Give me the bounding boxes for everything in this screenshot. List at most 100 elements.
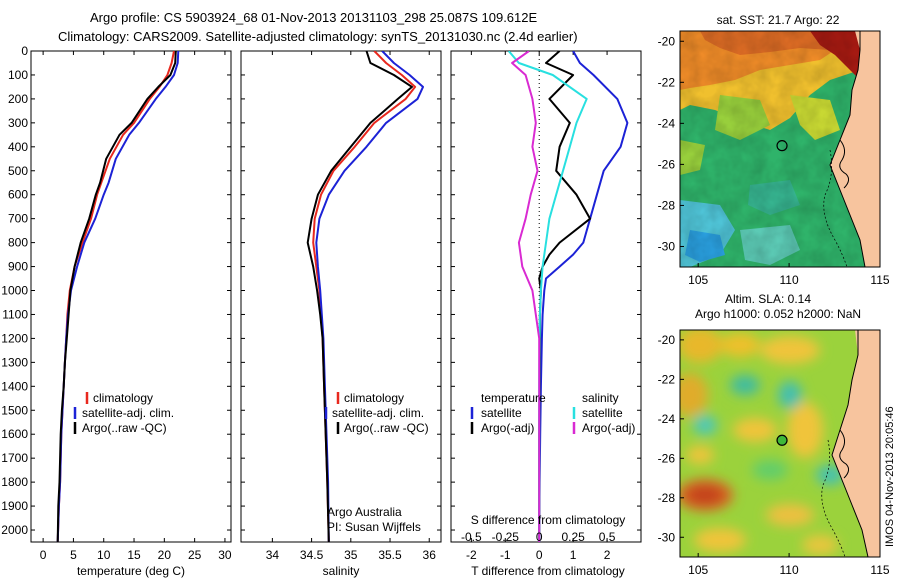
figure-title-line2: Climatology: CARS2009. Satellite-adjuste… [58, 29, 578, 44]
depth-tick-label: 200 [8, 92, 28, 106]
x-tick-label: 0 [536, 548, 543, 562]
depth-tick-label: 1900 [1, 499, 28, 513]
salinity-depth-ticks [241, 50, 441, 531]
temperature-panel: 0100200300400500600700800900100011001200… [1, 44, 232, 578]
figure-title-line1: Argo profile: CS 5903924_68 01-Nov-2013 … [90, 10, 537, 25]
salinity-legend: climatology satellite-adj. clim. Argo(..… [324, 391, 429, 435]
map-y-tick-label: -20 [658, 333, 676, 347]
sla-map-image [680, 330, 880, 557]
sla-map-title-line2: Argo h1000: 0.052 h2000: NaN [695, 307, 861, 321]
sst-map-image [680, 31, 880, 267]
depth-tick-label: 1500 [1, 403, 28, 417]
map-x-tick-label: 110 [780, 273, 799, 287]
map-y-tick-label: -30 [658, 530, 676, 544]
sla-map-panel: Altim. SLA: 0.14 Argo h1000: 0.052 h2000… [658, 292, 896, 577]
map-x-tick-label: 115 [870, 563, 889, 577]
legend-label: satellite [582, 406, 623, 420]
x-tick-label: 36 [423, 548, 437, 562]
map-x-tick-label: 110 [780, 563, 799, 577]
legend-label: Argo(..raw -QC) [82, 421, 167, 435]
legend-header-salinity: salinity [582, 391, 619, 405]
map-y-tick-label: -22 [658, 75, 676, 89]
series-line-argorawqc [56, 51, 177, 542]
x-tick-label: 35.5 [378, 548, 402, 562]
difference-panel: -2 -1 0 1 2 S difference from climatology -0… [450, 50, 642, 578]
argo-float-marker [776, 140, 788, 152]
annotation-pi: PI: Susan Wijffels [327, 520, 421, 534]
map-y-tick-label: -24 [658, 116, 676, 130]
sla-map-title-line1: Altim. SLA: 0.14 [725, 292, 811, 306]
map-y-tick-label: -30 [658, 239, 676, 253]
map-y-tick-label: -26 [658, 451, 676, 465]
difference-lines [507, 51, 629, 542]
sst-map-axes: 105 110 115 -20 -22 -24 -26 -28 -30 [658, 34, 890, 287]
legend-header-temperature: temperature [481, 391, 546, 405]
imos-timestamp: IMOS 04-Nov-2013 20:05:46 [884, 406, 896, 547]
x-tick-label: 15 [127, 548, 141, 562]
sst-map-title: sat. SST: 21.7 Argo: 22 [717, 13, 840, 27]
map-x-tick-label: 115 [870, 273, 889, 287]
series-line-argorawqc [306, 51, 413, 542]
salinity-axes [240, 50, 442, 543]
legend-label: Argo(-adj) [481, 421, 534, 435]
x-tick-label: 2 [604, 548, 611, 562]
s-tick-label: 0.25 [561, 530, 585, 544]
x-tick-label: 30 [218, 548, 232, 562]
legend-label: climatology [93, 391, 153, 405]
x-tick-label: -1 [500, 548, 511, 562]
depth-tick-label: 1000 [1, 284, 28, 298]
depth-tick-label: 500 [8, 164, 28, 178]
s-tick-label: -0.25 [492, 530, 520, 544]
depth-tick-label: 600 [8, 188, 28, 202]
salinity-x-axis: 34 34.5 35 35.5 36 [266, 51, 437, 562]
series-line-satellite [538, 51, 629, 542]
sla-map-axes: 105 110 115 -20 -22 -24 -26 -28 -30 [658, 333, 890, 577]
legend-label: satellite-adj. clim. [82, 406, 174, 420]
temperature-x-axis: 0 5 10 15 20 25 30 [40, 51, 232, 562]
annotation-argo-australia: Argo Australia [327, 505, 402, 519]
map-y-tick-label: -26 [658, 157, 676, 171]
map-y-tick-label: -24 [658, 412, 676, 426]
map-y-tick-label: -28 [658, 491, 676, 505]
x-tick-label: 25 [188, 548, 202, 562]
series-line-argoadj [511, 51, 541, 542]
s-difference-tick-labels: -0.5 -0.25 0 0.25 0.5 [461, 530, 616, 544]
legend-label: Argo(..raw -QC) [344, 421, 429, 435]
x-tick-label: 34.5 [300, 548, 324, 562]
sst-map-panel: sat. SST: 21.7 Argo: 22 105 110 115 -20 -22 -… [658, 13, 890, 287]
temperature-xlabel: temperature (deg C) [77, 564, 185, 578]
depth-tick-label: 400 [8, 140, 28, 154]
x-tick-label: 20 [158, 548, 172, 562]
depth-tick-label: 1100 [2, 307, 28, 321]
map-y-tick-label: -20 [658, 34, 676, 48]
depth-tick-label: 2000 [1, 523, 28, 537]
depth-tick-label: 1700 [1, 451, 28, 465]
legend-label: Argo(-adj) [582, 421, 635, 435]
salinity-panel: 34 34.5 35 35.5 36 salinity climatology sate… [240, 50, 442, 578]
depth-tick-label: 1300 [1, 355, 28, 369]
sla-map-frame [679, 329, 881, 558]
depth-tick-label: 1800 [1, 475, 28, 489]
salinity-lines [306, 51, 424, 542]
depth-tick-label: 0 [21, 44, 28, 58]
legend-label: climatology [344, 391, 404, 405]
depth-tick-label: 100 [8, 68, 28, 82]
difference-depth-ticks [451, 50, 641, 531]
s-difference-label: S difference from climatology [471, 513, 626, 527]
map-y-tick-label: -28 [658, 198, 676, 212]
difference-axes [450, 50, 642, 543]
depth-tick-label: 700 [8, 212, 28, 226]
legend-label: satellite [481, 406, 522, 420]
x-tick-label: 1 [570, 548, 577, 562]
depth-tick-label: 1400 [1, 379, 28, 393]
x-tick-label: 34 [266, 548, 280, 562]
depth-tick-label: 1200 [1, 331, 28, 345]
depth-tick-label: 900 [8, 260, 28, 274]
x-tick-label: 5 [70, 548, 77, 562]
x-tick-label: -2 [466, 548, 477, 562]
t-difference-label: T difference from climatology [471, 564, 625, 578]
salinity-xlabel: salinity [323, 564, 360, 578]
argo-float-marker [776, 434, 788, 446]
depth-tick-label: 800 [8, 236, 28, 250]
